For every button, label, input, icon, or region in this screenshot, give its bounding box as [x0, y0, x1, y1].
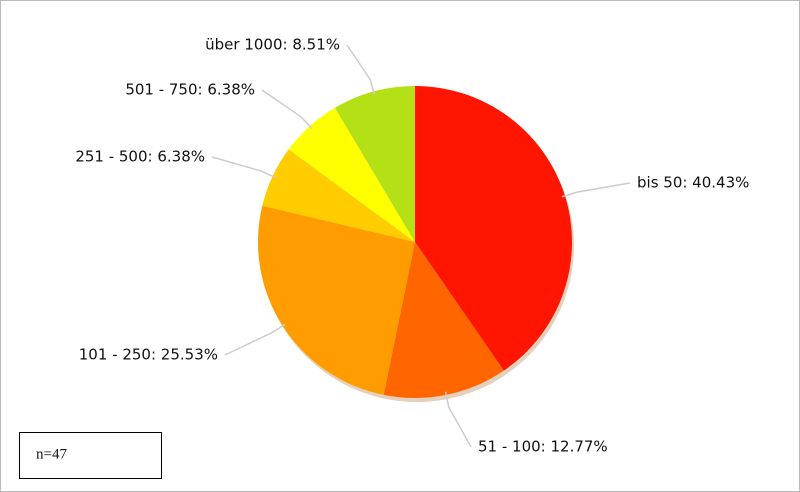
slice-label: bis 50: 40.43%	[637, 174, 749, 192]
slice-label: 51 - 100: 12.77%	[478, 438, 608, 456]
slice-label: 251 - 500: 6.38%	[75, 148, 205, 166]
leader-line	[346, 44, 376, 95]
leader-line	[444, 391, 472, 448]
pie-slice	[288, 107, 415, 242]
slice-label: über 1000: 8.51%	[205, 36, 340, 54]
pie-slice	[258, 205, 415, 395]
pie-slice	[383, 242, 504, 399]
slice-label: 501 - 750: 6.38%	[125, 81, 255, 99]
leader-line	[211, 156, 276, 179]
pie-slice	[334, 86, 415, 242]
slice-label: 101 - 250: 25.53%	[79, 346, 218, 364]
leader-line	[224, 323, 286, 356]
note-box	[19, 432, 162, 479]
leader-line	[561, 182, 631, 198]
pie-slice	[415, 86, 572, 371]
leader-line	[261, 89, 313, 130]
pie-slice	[262, 149, 415, 242]
note: n=47	[36, 446, 67, 462]
